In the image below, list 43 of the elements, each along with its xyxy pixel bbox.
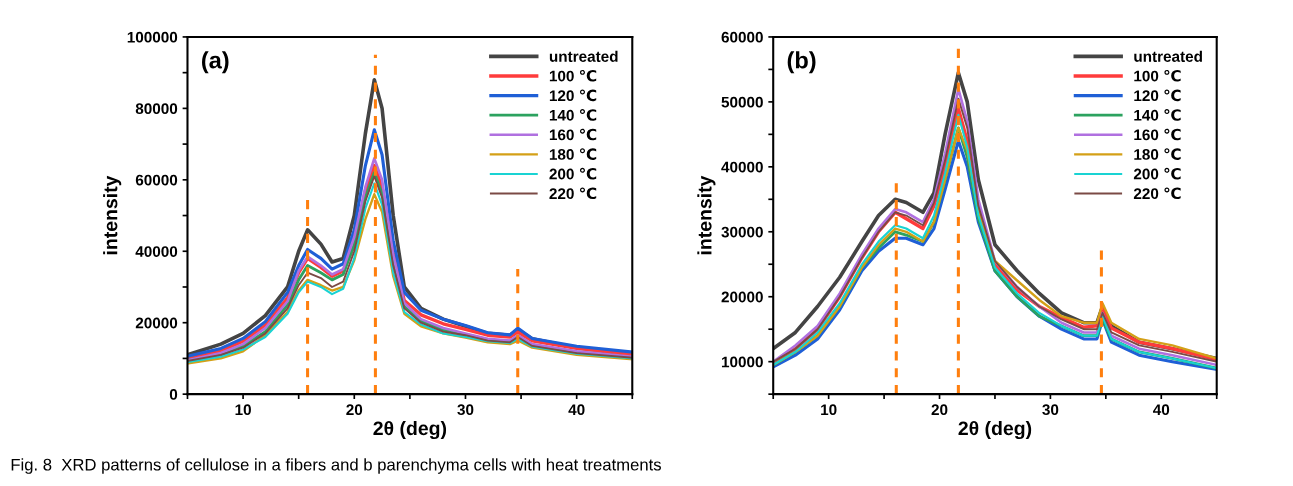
legend-label: 200 ℃ [549, 167, 597, 180]
legend-label: 220 ℃ [1133, 187, 1181, 200]
legend-label: 140 ℃ [1134, 109, 1181, 121]
legend-label: 160 ℃ [549, 128, 597, 141]
x-axis-title: 2θ (deg) [958, 420, 1032, 440]
x-tick-label: 10 [821, 404, 837, 416]
x-tick-label: 40 [568, 404, 585, 416]
y-tick-label: 30000 [721, 226, 763, 238]
x-tick-label: 40 [1153, 404, 1170, 416]
legend-label: 120 ℃ [1134, 89, 1181, 102]
y-axis-title: intensity [103, 175, 122, 255]
y-tick-label: 50000 [721, 96, 763, 108]
y-tick-label: 20000 [135, 317, 178, 329]
y-tick-label: 60000 [135, 174, 178, 186]
x-tick-label: 20 [346, 404, 363, 416]
legend-label: 140 ℃ [549, 109, 597, 121]
legend-label: 160 ℃ [1134, 128, 1181, 141]
legend-label: 180 ℃ [549, 148, 597, 160]
x-axis-title: 2θ (deg) [373, 420, 447, 440]
y-tick-label: 20000 [721, 291, 763, 303]
annotation: (b) [787, 51, 816, 74]
legend-label: 100 ℃ [549, 69, 597, 82]
x-tick-label: 30 [457, 404, 474, 416]
legend-label: untreated [1134, 50, 1202, 62]
y-tick-label: 80000 [135, 103, 178, 115]
legend-label: 100 ℃ [1134, 69, 1181, 82]
y-tick-label: 60000 [721, 31, 763, 43]
y-tick-label: 100000 [127, 31, 178, 43]
legend-label: 120 ℃ [549, 89, 597, 102]
legend-label: untreated [549, 50, 618, 62]
y-axis-title: intensity [697, 175, 716, 255]
x-tick-label: 10 [235, 404, 251, 416]
x-tick-label: 30 [1042, 404, 1059, 416]
y-tick-label: 0 [169, 389, 178, 400]
y-tick-label: 40000 [721, 161, 763, 173]
legend-label: 200 ℃ [1133, 167, 1181, 180]
annotation: (a) [202, 51, 229, 74]
x-tick-label: 20 [931, 404, 948, 416]
legend-label: 220 ℃ [549, 187, 597, 200]
y-tick-label: 40000 [135, 246, 178, 257]
y-tick-label: 10000 [721, 356, 763, 368]
caption: Fig. 8 XRD patterns of cellulose in a fibers and b parenchyma cells with heat treatments [11, 458, 661, 474]
legend-label: 180 ℃ [1134, 148, 1181, 160]
